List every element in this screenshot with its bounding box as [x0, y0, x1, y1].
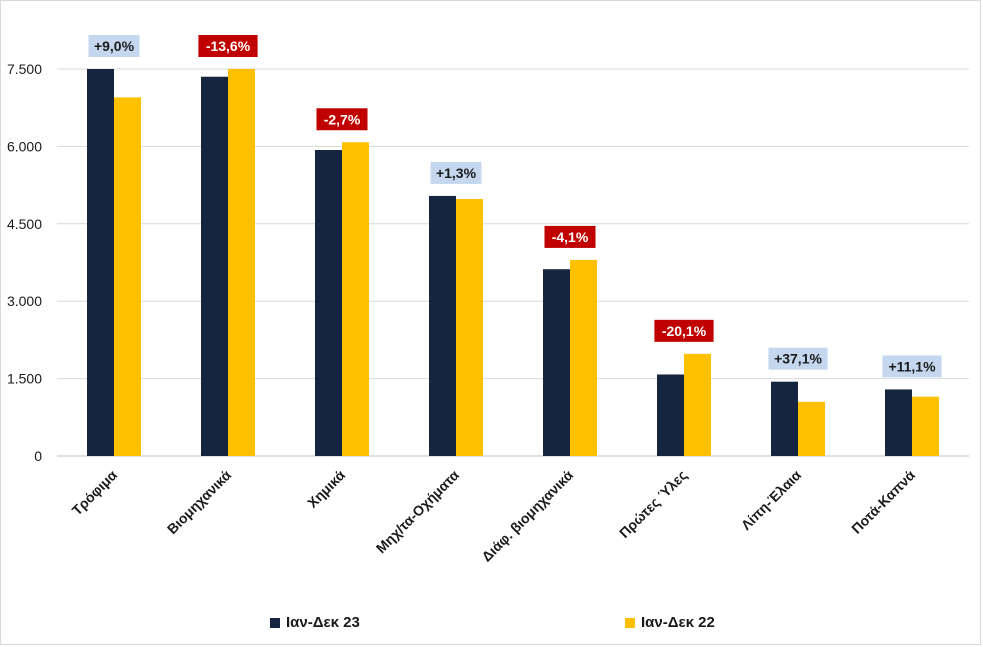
x-tick-label: Μηχ/τα-Οχήματα: [373, 467, 463, 557]
change-badge-label: -2,7%: [324, 111, 361, 127]
bars: [87, 69, 939, 457]
change-badge-bg: [430, 161, 482, 184]
bar-series-1-3: [315, 150, 342, 456]
change-badge-bg: [198, 35, 258, 57]
change-badge-label: +37,1%: [774, 351, 822, 367]
bar-series-2-6: [684, 353, 711, 456]
change-badge-bg: [882, 355, 942, 378]
bar-series-1-6: [657, 374, 684, 456]
x-tick-label: Διάφ. βιομηχανικά: [478, 467, 576, 565]
change-badge-bg: [544, 225, 596, 248]
x-tick-label: Λίπη-Έλαια: [738, 467, 805, 534]
y-tick-label: 1.500: [7, 371, 42, 387]
bar-series-2-7: [798, 401, 825, 456]
bar-series-1-1: [87, 69, 114, 456]
change-badges: +9,0% -13,6% -2,7% +1,3% -4,1% -20,1% +37,1% +1…: [88, 35, 942, 378]
bar-series-2-5: [570, 259, 597, 456]
change-badge-bg: [654, 319, 714, 342]
bar-series-2-4: [456, 199, 483, 457]
x-tick-label: Βιομηχανικά: [164, 467, 235, 538]
bar-series-2-3: [342, 142, 369, 456]
change-badge-label: -20,1%: [662, 323, 707, 339]
change-badge-label: +9,0%: [94, 38, 135, 54]
legend-label-series-1: Ιαν-Δεκ 23: [286, 614, 360, 631]
y-tick-label: 3.000: [7, 293, 42, 309]
y-tick-label: 7.500: [7, 61, 42, 77]
legend-swatch-series-2: [625, 618, 635, 628]
bar-series-2-1: [114, 97, 141, 456]
change-badge-label: +1,3%: [436, 165, 477, 181]
bar-series-1-4: [429, 195, 456, 456]
change-badge-bg: [316, 108, 368, 131]
y-axis: 0 1.500 3.000 4.500 6.000 7.500: [7, 61, 42, 464]
y-tick-label: 0: [34, 448, 42, 464]
change-badge-label: -13,6%: [206, 38, 251, 54]
gridlines: [57, 68, 969, 457]
bar-series-2-8: [912, 396, 939, 456]
x-tick-label: Χημικά: [304, 467, 348, 511]
bar-series-1-5: [543, 269, 570, 456]
change-badge-bg: [768, 347, 828, 370]
x-tick-label: Πρώτες Ύλες: [616, 467, 690, 541]
bar-series-2-2: [228, 69, 255, 456]
x-tick-label: Τρόφιμα: [69, 467, 121, 519]
legend-swatch-series-1: [270, 618, 280, 628]
legend: Ιαν-Δεκ 23 Ιαν-Δεκ 22: [270, 614, 715, 631]
change-badge-label: -4,1%: [552, 229, 589, 245]
x-tick-label: Ποτά-Καπνά: [848, 467, 918, 537]
bar-series-1-2: [201, 76, 228, 457]
legend-label-series-2: Ιαν-Δεκ 22: [641, 614, 715, 631]
y-tick-label: 6.000: [7, 138, 42, 154]
bar-series-1-7: [771, 381, 798, 456]
change-badge-label: +11,1%: [888, 358, 936, 374]
y-tick-label: 4.500: [7, 216, 42, 232]
bar-series-1-8: [885, 389, 912, 456]
change-badge-bg: [88, 35, 140, 57]
x-axis: Τρόφιμα Βιομηχανικά Χημικά Μηχ/τα-Οχήματα Δι…: [69, 467, 919, 565]
